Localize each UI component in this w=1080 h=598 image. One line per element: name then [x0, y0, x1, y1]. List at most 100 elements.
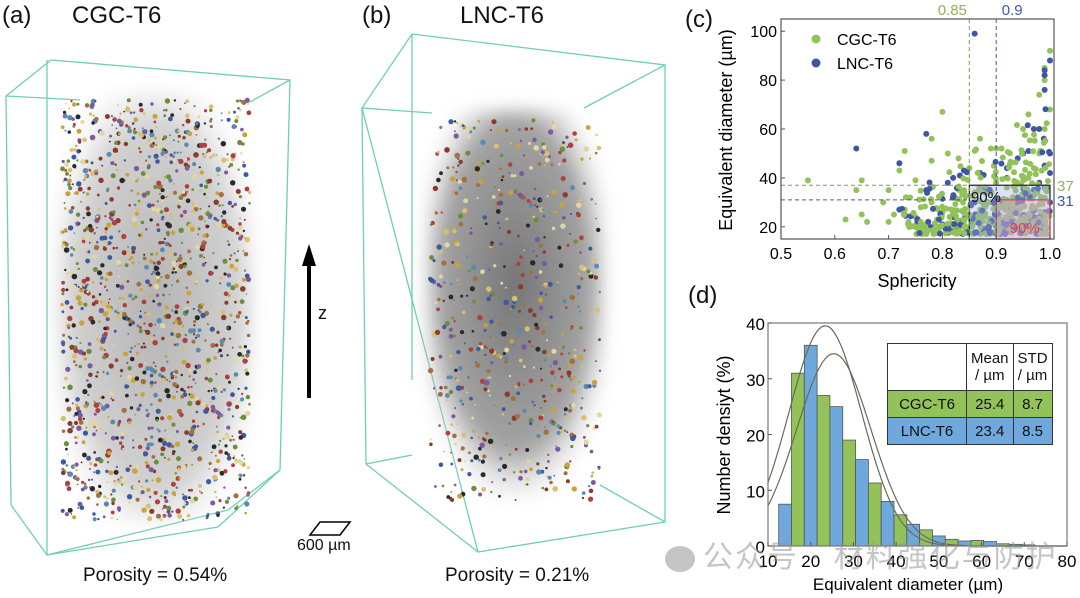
pore-dot: [182, 337, 188, 344]
pore-dot: [490, 361, 494, 365]
pore-dot: [126, 250, 130, 255]
pore-dot: [173, 151, 177, 155]
pore-dot: [127, 333, 130, 335]
pore-dot: [80, 244, 82, 247]
pore-dot: [176, 456, 181, 462]
pore-dot: [520, 273, 525, 278]
pore-dot: [117, 275, 121, 278]
pore-dot: [132, 222, 138, 228]
pore-dot: [456, 121, 459, 124]
pore-dot: [148, 283, 152, 287]
pore-dot: [570, 444, 574, 449]
pore-dot: [172, 322, 175, 325]
pore-dot: [448, 389, 454, 395]
pore-dot: [81, 239, 86, 244]
pore-dot: [523, 154, 526, 157]
pore-dot: [466, 134, 471, 139]
pore-dot: [553, 474, 556, 477]
scatter-point: [1043, 120, 1050, 127]
pore-dot: [501, 412, 505, 416]
pore-dot: [566, 146, 569, 148]
pore-dot: [116, 103, 120, 106]
pore-dot: [234, 119, 239, 123]
pore-dot: [103, 349, 106, 352]
pore-dot: [174, 383, 178, 386]
stats-header-mean: Mean / µm: [966, 343, 1014, 391]
pore-dot: [145, 279, 150, 285]
pore-dot: [119, 177, 125, 184]
pore-dot: [538, 305, 544, 311]
pore-dot: [237, 106, 240, 110]
pore-dot: [547, 129, 554, 135]
pore-dot: [541, 208, 545, 212]
pore-dot: [134, 211, 139, 216]
scatter-point: [1036, 91, 1043, 98]
pore-dot: [171, 309, 174, 312]
pore-dot: [78, 420, 84, 425]
pore-dot: [243, 269, 247, 272]
pore-dot: [545, 466, 548, 470]
pore-dot: [85, 250, 88, 254]
pore-dot: [461, 310, 466, 315]
scatter-point: [1025, 111, 1032, 118]
pore-dot: [243, 218, 246, 221]
pore-dot: [95, 373, 99, 376]
pore-dot: [475, 361, 477, 364]
pore-dot: [129, 111, 133, 115]
pore-dot: [442, 281, 446, 285]
pore-dot: [593, 258, 597, 261]
pore-dot: [192, 162, 197, 167]
pore-dot: [77, 501, 83, 507]
pore-dot: [177, 320, 183, 326]
pore-dot: [510, 142, 512, 145]
pore-dot: [494, 186, 497, 189]
scatter-point: [896, 160, 903, 167]
pore-dot: [206, 225, 210, 228]
pore-dot: [144, 362, 147, 365]
pore-dot: [175, 260, 178, 263]
pore-dot: [243, 172, 249, 178]
pore-dot: [81, 278, 87, 284]
pore-dot: [98, 421, 102, 425]
pore-dot: [217, 137, 221, 140]
pore-dot: [148, 495, 152, 499]
pore-dot: [207, 209, 210, 212]
pore-dot: [152, 261, 156, 265]
pore-dot: [113, 481, 119, 486]
pore-dot: [180, 241, 184, 245]
pore-dot: [69, 174, 72, 177]
pore-dot: [222, 506, 225, 509]
pore-dot: [167, 434, 170, 437]
pore-dot: [171, 158, 177, 163]
pore-dot: [223, 291, 229, 297]
pore-dot: [154, 136, 157, 140]
pore-dot: [188, 393, 191, 396]
pore-dot: [77, 222, 81, 225]
pore-dot: [531, 344, 535, 348]
stats-header-std: STD / µm: [1012, 343, 1053, 391]
pore-dot: [485, 431, 489, 436]
pore-dot: [474, 404, 477, 406]
pore-dot: [206, 479, 212, 485]
pore-dot: [535, 346, 541, 352]
pore-dot: [86, 496, 91, 500]
pore-dot: [217, 351, 220, 354]
pore-dot: [229, 313, 233, 317]
pore-dot: [481, 162, 485, 165]
pore-dot: [196, 425, 200, 428]
pore-dot: [131, 261, 135, 265]
pore-dot: [219, 470, 225, 476]
pore-dot: [61, 470, 66, 476]
pore-dot: [168, 252, 174, 258]
pore-dot: [204, 138, 207, 141]
pore-dot: [119, 375, 122, 378]
pore-dot: [528, 417, 534, 423]
pore-dot: [156, 278, 161, 283]
pore-dot: [224, 170, 229, 175]
pore-dot: [446, 166, 450, 170]
pore-dot: [198, 215, 204, 221]
pore-dot: [544, 284, 548, 289]
pore-dot: [544, 293, 548, 296]
pore-dot: [186, 513, 191, 518]
pore-dot: [235, 115, 240, 120]
